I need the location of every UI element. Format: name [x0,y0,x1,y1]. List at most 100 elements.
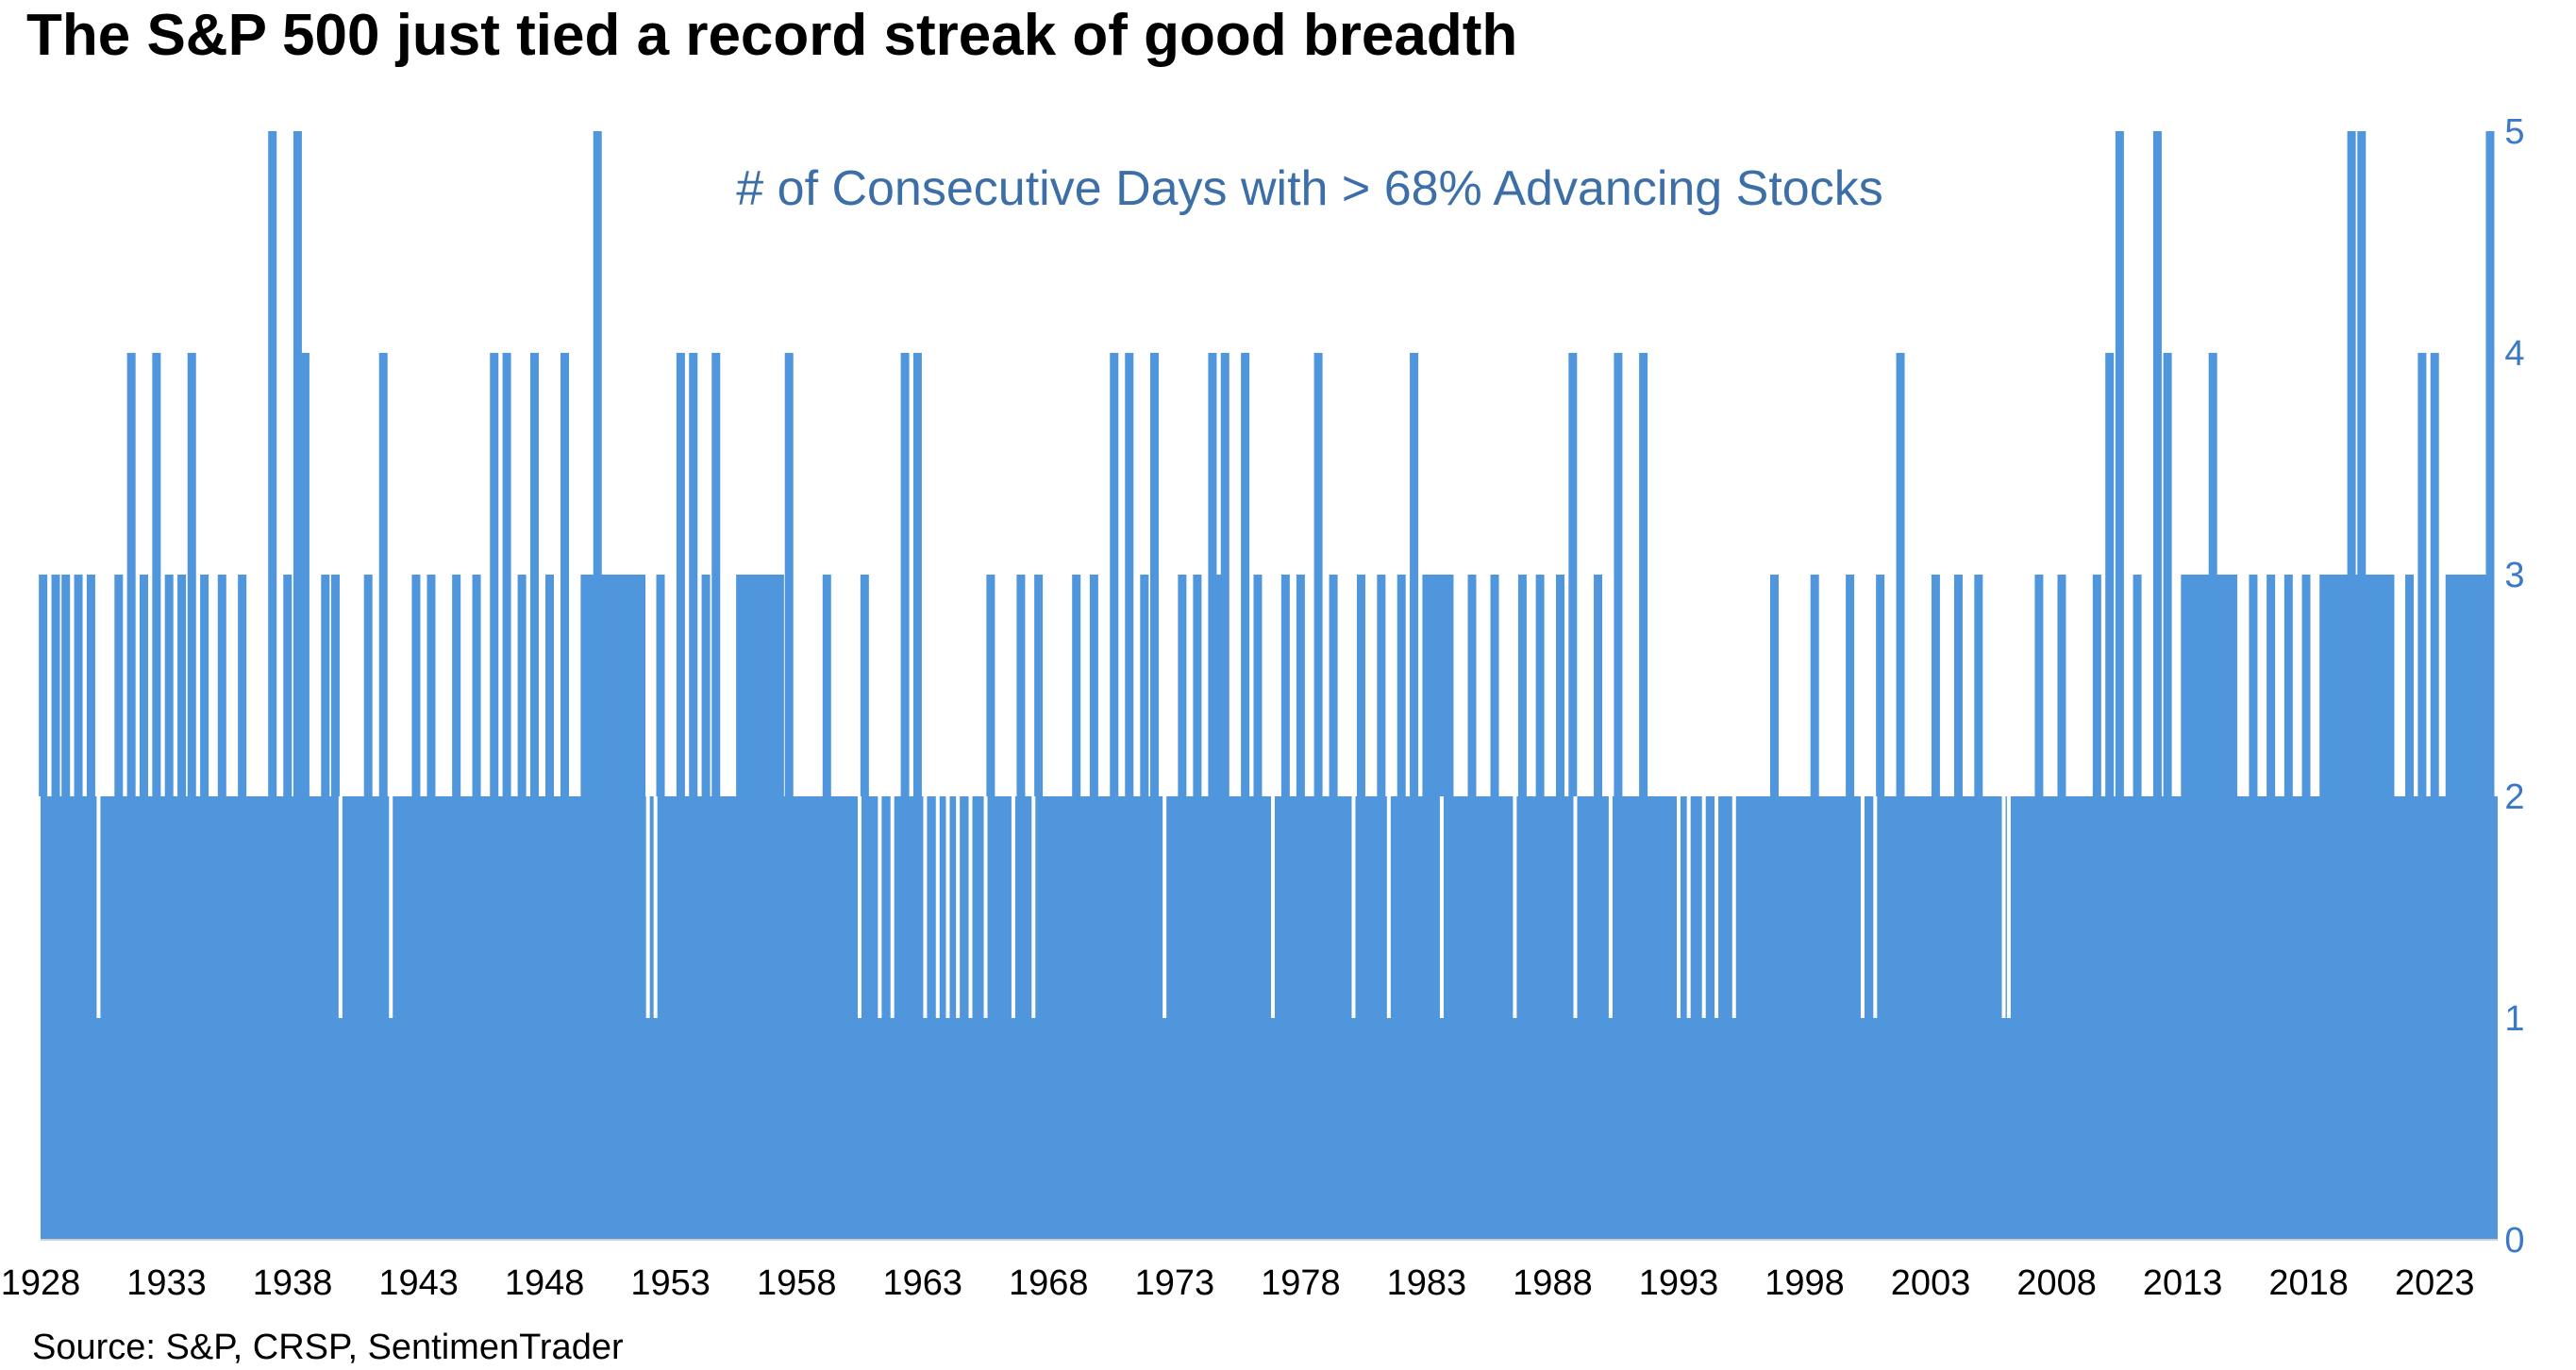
x-tick-label: 1993 [1639,1263,1719,1303]
bar [1410,353,1419,796]
bar-dip [945,796,950,1018]
x-tick-label: 1983 [1387,1263,1467,1303]
bar [378,353,388,796]
bar [822,575,831,796]
bar-dip [1701,796,1706,1018]
bar-dip [1731,796,1736,1018]
bar [1445,575,1454,796]
bar [2105,353,2115,796]
bar [1034,575,1044,796]
bar [268,131,277,796]
bar-dip [1163,796,1167,1018]
bar [452,575,461,796]
bar [1313,353,1323,796]
y-axis-ticks: 0 1 2 3 4 5 [2504,112,2524,1261]
bar [1467,575,1477,796]
bar-dip [1686,796,1691,1018]
y-tick-label: 4 [2504,334,2524,374]
bar [1931,575,1940,796]
x-tick-label: 1988 [1513,1263,1593,1303]
bar-dip [935,796,940,1018]
bar [2115,131,2124,796]
series-label: # of Consecutive Days with > 68% Advanci… [736,161,1882,216]
bar [2301,575,2311,796]
x-tick-label: 1978 [1261,1263,1341,1303]
bar [238,575,247,796]
bar-dip [1011,796,1015,1018]
bar-dip [1608,796,1613,1018]
y-tick-label: 1 [2504,999,2524,1039]
bar [200,575,209,796]
bar [152,353,161,796]
bar [2057,575,2066,796]
bar-dip [1439,796,1444,1018]
bar [2473,575,2483,796]
bar [1974,575,1983,796]
x-axis-ticks: 1928 1933 1938 1943 1948 1953 1958 1963 1968 1973… [1,1263,2475,1303]
bar [1810,575,1819,796]
bar [1846,575,1855,796]
bar-dip [890,796,895,1018]
bar [2460,575,2469,796]
x-tick-label: 1948 [505,1263,585,1303]
bar [1178,575,1187,796]
bar [1614,353,1623,796]
bar [164,575,174,796]
bar [1241,353,1250,796]
bar [1208,353,1217,796]
bar [1125,353,1134,796]
bar [187,353,196,796]
x-tick-label: 1953 [630,1263,711,1303]
bar-dip [1873,796,1878,1018]
bar [114,575,124,796]
bar-dip [645,796,650,1018]
bar [427,575,436,796]
bar [363,575,373,796]
bar [711,353,721,796]
bar [1555,575,1564,796]
bar-dip [983,796,988,1018]
bar-dip [338,796,343,1018]
bar [1356,575,1365,796]
bar [411,575,421,796]
bar [1594,575,1603,796]
bar [1193,575,1202,796]
bar-platform [2450,575,2490,796]
bar [656,575,665,796]
bar [2208,353,2217,796]
bar [761,575,771,796]
bar [2249,575,2258,796]
bar [1639,353,1648,796]
bar [1329,575,1338,796]
chart-title: The S&P 500 just tied a record streak of… [26,3,1518,68]
bar [51,575,60,796]
base-fill [41,796,2498,1240]
bar [560,353,570,796]
bar [2133,575,2142,796]
bar [1140,575,1149,796]
bar [1149,353,1159,796]
bar [502,353,511,796]
bar [529,353,539,796]
bar [321,575,330,796]
bar [1110,353,1119,796]
bar [1377,575,1386,796]
bar [986,575,995,796]
bar [2485,131,2495,796]
bar [2417,353,2427,796]
bar [330,575,340,796]
bar-dip [2006,796,2011,1018]
bar [2163,353,2172,796]
x-tick-label: 1938 [253,1263,333,1303]
x-tick-label: 1973 [1135,1263,1215,1303]
bar [1016,575,1026,796]
bar-dip [1513,796,1517,1018]
bar-dip [923,796,928,1018]
y-tick-label: 3 [2504,556,2524,595]
x-tick-label: 1943 [378,1263,459,1303]
bar [912,353,922,796]
bar-dip [858,796,861,1018]
bar [293,131,302,796]
bar-dip [389,796,393,1018]
